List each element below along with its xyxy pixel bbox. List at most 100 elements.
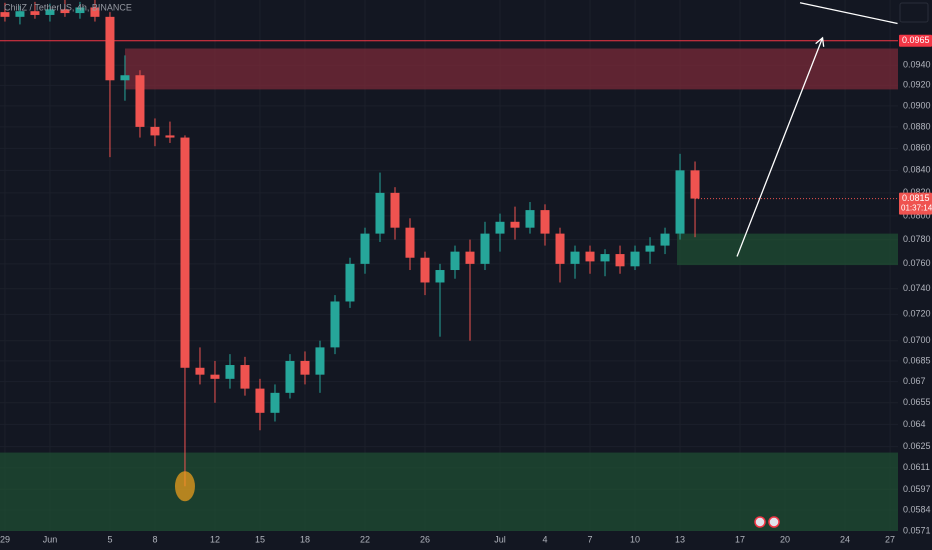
x-tick-label: 4 [543, 534, 548, 544]
y-tick-label: 0.0720 [903, 309, 931, 319]
x-tick-label: 17 [735, 534, 745, 544]
y-tick-label: 0.0940 [903, 60, 931, 70]
y-tick-label: 0.0900 [903, 100, 931, 110]
candle-body [375, 192, 385, 234]
candle-body [45, 9, 55, 15]
x-tick-label: 27 [885, 534, 895, 544]
y-tick-label: 0.0685 [903, 355, 931, 365]
y-tick-label: 0.0625 [903, 441, 931, 451]
candle-body [225, 365, 235, 379]
y-tick-label: 0.064 [903, 419, 926, 429]
candle-body [105, 16, 115, 81]
y-tick-label: 0.0820 [903, 187, 931, 197]
zone [124, 48, 898, 90]
marker [174, 471, 195, 502]
x-tick-label: 13 [675, 534, 685, 544]
x-tick-label: 5 [107, 534, 112, 544]
candle-body [615, 254, 625, 267]
x-tick-label: 8 [152, 534, 157, 544]
candle-body [360, 233, 370, 264]
candle-body [270, 392, 280, 413]
candle-body [570, 251, 580, 264]
candle-body [630, 251, 640, 267]
candle-body [675, 170, 685, 234]
y-tick-label: 0.0597 [903, 484, 931, 494]
y-tick-label: 0.0840 [903, 165, 931, 175]
y-tick-label: 0.0780 [903, 234, 931, 244]
candle-body [480, 233, 490, 264]
candle-body [660, 233, 670, 246]
candle-body [165, 135, 175, 138]
y-tick-label: 0.0880 [903, 121, 931, 131]
last-price-badge [899, 192, 932, 215]
event-icon[interactable] [768, 516, 780, 528]
candle-body [525, 210, 535, 228]
candle-body [465, 251, 475, 264]
event-icon[interactable] [754, 516, 766, 528]
x-tick-label: 20 [780, 534, 790, 544]
candle-body [285, 360, 295, 393]
y-tick-label: 0.0700 [903, 335, 931, 345]
x-tick-label: 7 [588, 534, 593, 544]
candle-body [420, 257, 430, 283]
candle-body [405, 227, 415, 258]
candle-body [15, 11, 25, 17]
candle-body [315, 347, 325, 375]
candle-body [585, 251, 595, 262]
y-tick-label: 0.0760 [903, 258, 931, 268]
symbol-title: ChiliZ / TetherUS, 4h, BINANCE [4, 2, 132, 12]
y-tick-label: 0.0655 [903, 397, 931, 407]
y-tick-label: 0.0584 [903, 504, 931, 514]
candle-body [210, 374, 220, 379]
candle-body [600, 254, 610, 262]
candle-body [345, 263, 355, 302]
x-tick-label: 29 [0, 534, 10, 544]
x-tick-label: 15 [255, 534, 265, 544]
x-tick-label: 26 [420, 534, 430, 544]
x-tick-label: 18 [300, 534, 310, 544]
zone [677, 233, 898, 266]
candle-body [555, 233, 565, 264]
countdown-label: 01:37:14 [901, 204, 932, 213]
candle-body [390, 192, 400, 228]
toolbar-box[interactable] [899, 2, 929, 23]
y-tick-label: 0.0571 [903, 525, 931, 535]
price-badge-label: 0.0965 [902, 35, 930, 45]
x-tick-label: 12 [210, 534, 220, 544]
candle-body [330, 301, 340, 348]
y-tick-label: 0.0800 [903, 210, 931, 220]
y-tick-label: 0.0611 [903, 462, 930, 472]
candle-body [150, 126, 160, 136]
y-tick-label: 0.0920 [903, 80, 931, 90]
candle-body [645, 245, 655, 252]
candle-body [0, 12, 10, 17]
candle-body [120, 75, 130, 81]
candle-body [540, 210, 550, 234]
candle-body [180, 137, 190, 368]
candle-body [240, 365, 250, 389]
y-tick-label: 0.0860 [903, 143, 931, 153]
candle-body [75, 7, 85, 14]
candle-body [510, 221, 520, 228]
x-tick-label: 24 [840, 534, 850, 544]
x-tick-label: 22 [360, 534, 370, 544]
candle-body [135, 75, 145, 127]
price-badge [899, 34, 932, 47]
candle-body [450, 251, 460, 271]
trend-arrow [736, 37, 824, 257]
candle-body [255, 388, 265, 413]
y-tick-label: 0.067 [903, 376, 926, 386]
candle-body [300, 360, 310, 375]
zone [0, 452, 898, 531]
x-tick-label: Jul [494, 534, 506, 544]
price-axis [898, 0, 932, 550]
candle-body [195, 367, 205, 375]
time-axis [0, 531, 898, 550]
last-price-label: 0.0815 [902, 193, 930, 203]
candle-body [435, 270, 445, 283]
trend-arrow [799, 2, 898, 25]
candle-body [60, 9, 70, 14]
candle-body [690, 170, 700, 199]
candle-body [30, 11, 40, 15]
